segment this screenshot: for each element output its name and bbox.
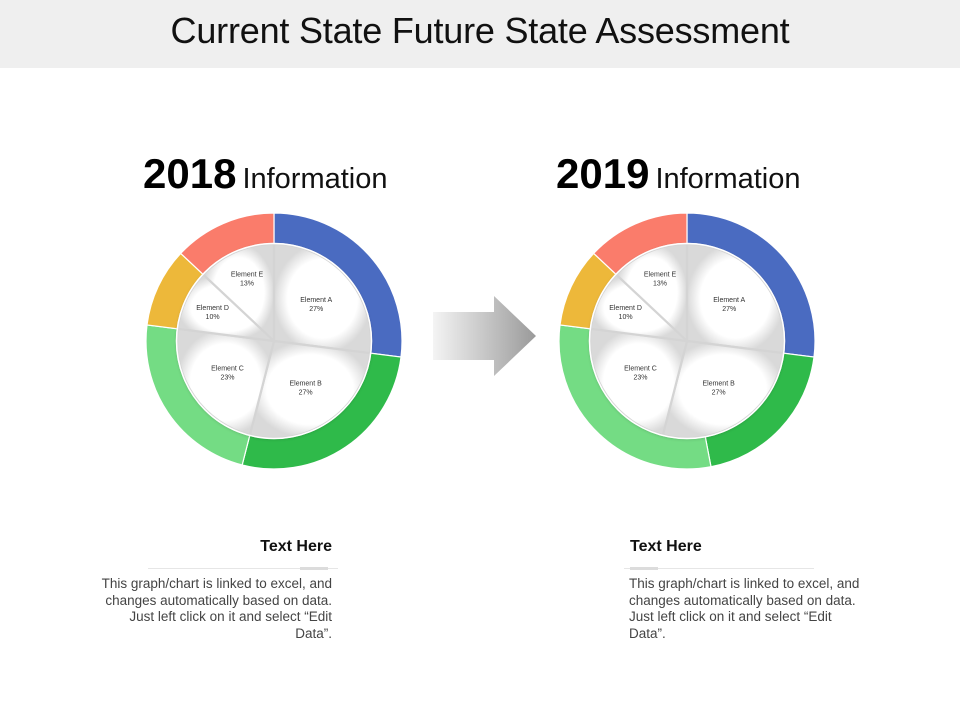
note-body-2019: This graph/chart is linked to excel, and… xyxy=(629,576,860,641)
ring-separator xyxy=(588,242,786,440)
transition-arrow xyxy=(433,296,536,376)
heading-text: Information xyxy=(242,163,388,195)
heading-text: Information xyxy=(655,163,801,195)
note-divider xyxy=(148,568,338,569)
chart-heading-2019: 2019 Information xyxy=(556,150,801,198)
note-divider-accent xyxy=(300,567,328,570)
page-title: Current State Future State Assessment xyxy=(170,10,790,51)
slice-percent: 13% xyxy=(653,281,667,288)
slice-percent: 23% xyxy=(220,375,234,382)
slice-percent: 10% xyxy=(619,314,633,321)
slice-percent: 27% xyxy=(722,306,736,313)
note-title-2018: Text Here xyxy=(260,538,332,555)
slice-percent: 13% xyxy=(240,281,254,288)
slice-percent: 10% xyxy=(206,314,220,321)
slice-percent: 27% xyxy=(299,390,313,397)
note-divider-accent xyxy=(630,567,658,570)
slice-percent: 27% xyxy=(712,390,726,397)
slice-label: Element C xyxy=(211,366,244,373)
slice-label: Element B xyxy=(702,381,735,388)
slice-label: Element B xyxy=(289,381,322,388)
slice-label: Element C xyxy=(624,366,657,373)
heading-year: 2019 xyxy=(556,150,650,197)
chart-heading-2018: 2018 Information xyxy=(143,150,388,198)
heading-year: 2018 xyxy=(143,150,237,197)
title-bar xyxy=(0,0,960,68)
pie-chart-2018: Element A 27% Element B 27% Element C 23% Elem… xyxy=(145,212,403,470)
note-body-2018: This graph/chart is linked to excel, and… xyxy=(101,576,332,641)
slice-label: Element E xyxy=(231,272,264,279)
ring-separator xyxy=(175,242,373,440)
slice-percent: 27% xyxy=(309,306,323,313)
note-divider xyxy=(624,568,814,569)
slice-percent: 23% xyxy=(633,375,647,382)
slice-label: Element A xyxy=(713,297,745,304)
pie-chart-2019: Element A 27% Element B 27% Element C 23% Elem… xyxy=(558,212,816,470)
slice-label: Element E xyxy=(644,272,677,279)
note-title-2019: Text Here xyxy=(630,538,702,555)
slice-label: Element D xyxy=(609,305,642,312)
slice-label: Element D xyxy=(196,305,229,312)
slice-label: Element A xyxy=(300,297,332,304)
